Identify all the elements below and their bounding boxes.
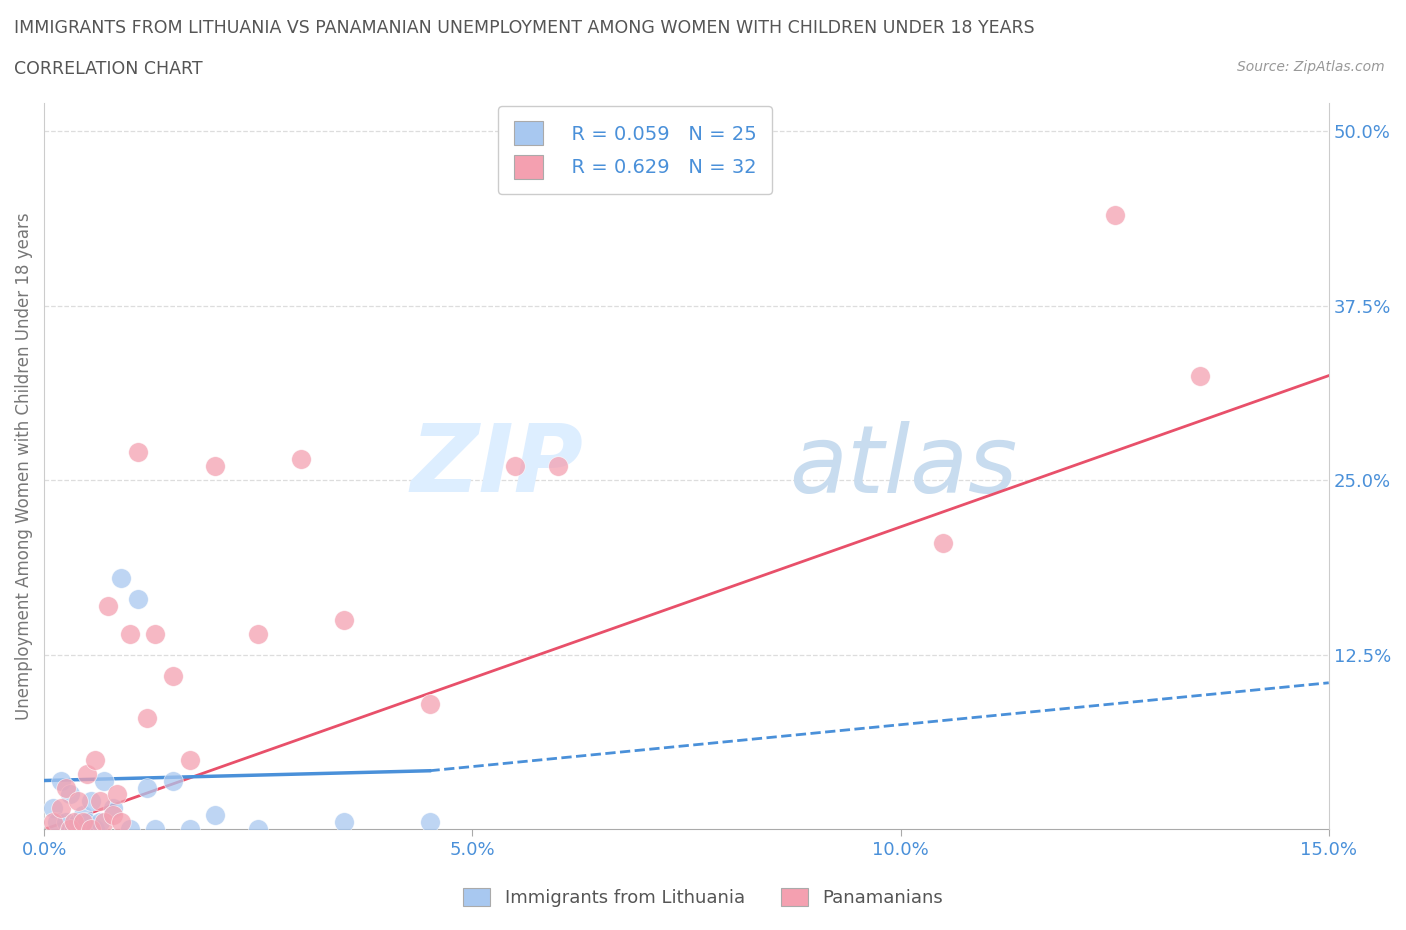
Point: [135, 780, 157, 795]
Point: [110, 571, 132, 586]
Point: [1189, 368, 1212, 383]
Point: [179, 752, 201, 767]
Text: IMMIGRANTS FROM LITHUANIA VS PANAMANIAN UNEMPLOYMENT AMONG WOMEN WITH CHILDREN U: IMMIGRANTS FROM LITHUANIA VS PANAMANIAN …: [14, 19, 1035, 36]
Point: [503, 458, 526, 473]
Point: [84, 752, 107, 767]
Point: [418, 697, 440, 711]
Legend: Immigrants from Lithuania, Panamanians: Immigrants from Lithuania, Panamanians: [454, 879, 952, 916]
Point: [84, 822, 107, 837]
Point: [55, 815, 77, 830]
Point: [333, 613, 356, 628]
Point: [76, 815, 98, 830]
Point: [41, 801, 63, 816]
Text: atlas: atlas: [789, 421, 1018, 512]
Point: [59, 822, 82, 837]
Point: [93, 773, 115, 788]
Point: [80, 794, 103, 809]
Point: [89, 815, 111, 830]
Point: [51, 801, 73, 816]
Legend:   R = 0.059   N = 25,   R = 0.629   N = 32: R = 0.059 N = 25, R = 0.629 N = 32: [498, 106, 772, 194]
Point: [55, 780, 77, 795]
Point: [179, 822, 201, 837]
Text: CORRELATION CHART: CORRELATION CHART: [14, 60, 202, 78]
Point: [63, 822, 86, 837]
Point: [290, 452, 312, 467]
Point: [101, 808, 124, 823]
Point: [97, 599, 120, 614]
Point: [204, 458, 226, 473]
Point: [127, 591, 149, 606]
Point: [127, 445, 149, 459]
Point: [247, 627, 270, 642]
Point: [204, 808, 226, 823]
Point: [51, 773, 73, 788]
Point: [89, 794, 111, 809]
Point: [101, 801, 124, 816]
Point: [135, 711, 157, 725]
Y-axis label: Unemployment Among Women with Children Under 18 years: Unemployment Among Women with Children U…: [15, 213, 32, 720]
Point: [162, 669, 184, 684]
Point: [1104, 207, 1126, 222]
Point: [145, 627, 167, 642]
Point: [247, 822, 270, 837]
Point: [59, 787, 82, 802]
Point: [93, 815, 115, 830]
Text: ZIP: ZIP: [411, 420, 583, 512]
Point: [145, 822, 167, 837]
Point: [547, 458, 569, 473]
Point: [67, 794, 90, 809]
Point: [118, 627, 141, 642]
Point: [46, 815, 69, 830]
Point: [72, 808, 94, 823]
Point: [333, 815, 356, 830]
Point: [76, 766, 98, 781]
Point: [110, 815, 132, 830]
Point: [72, 815, 94, 830]
Point: [67, 815, 90, 830]
Point: [41, 815, 63, 830]
Point: [932, 536, 955, 551]
Point: [418, 815, 440, 830]
Point: [63, 815, 86, 830]
Point: [118, 822, 141, 837]
Point: [105, 787, 128, 802]
Point: [162, 773, 184, 788]
Text: Source: ZipAtlas.com: Source: ZipAtlas.com: [1237, 60, 1385, 74]
Point: [80, 822, 103, 837]
